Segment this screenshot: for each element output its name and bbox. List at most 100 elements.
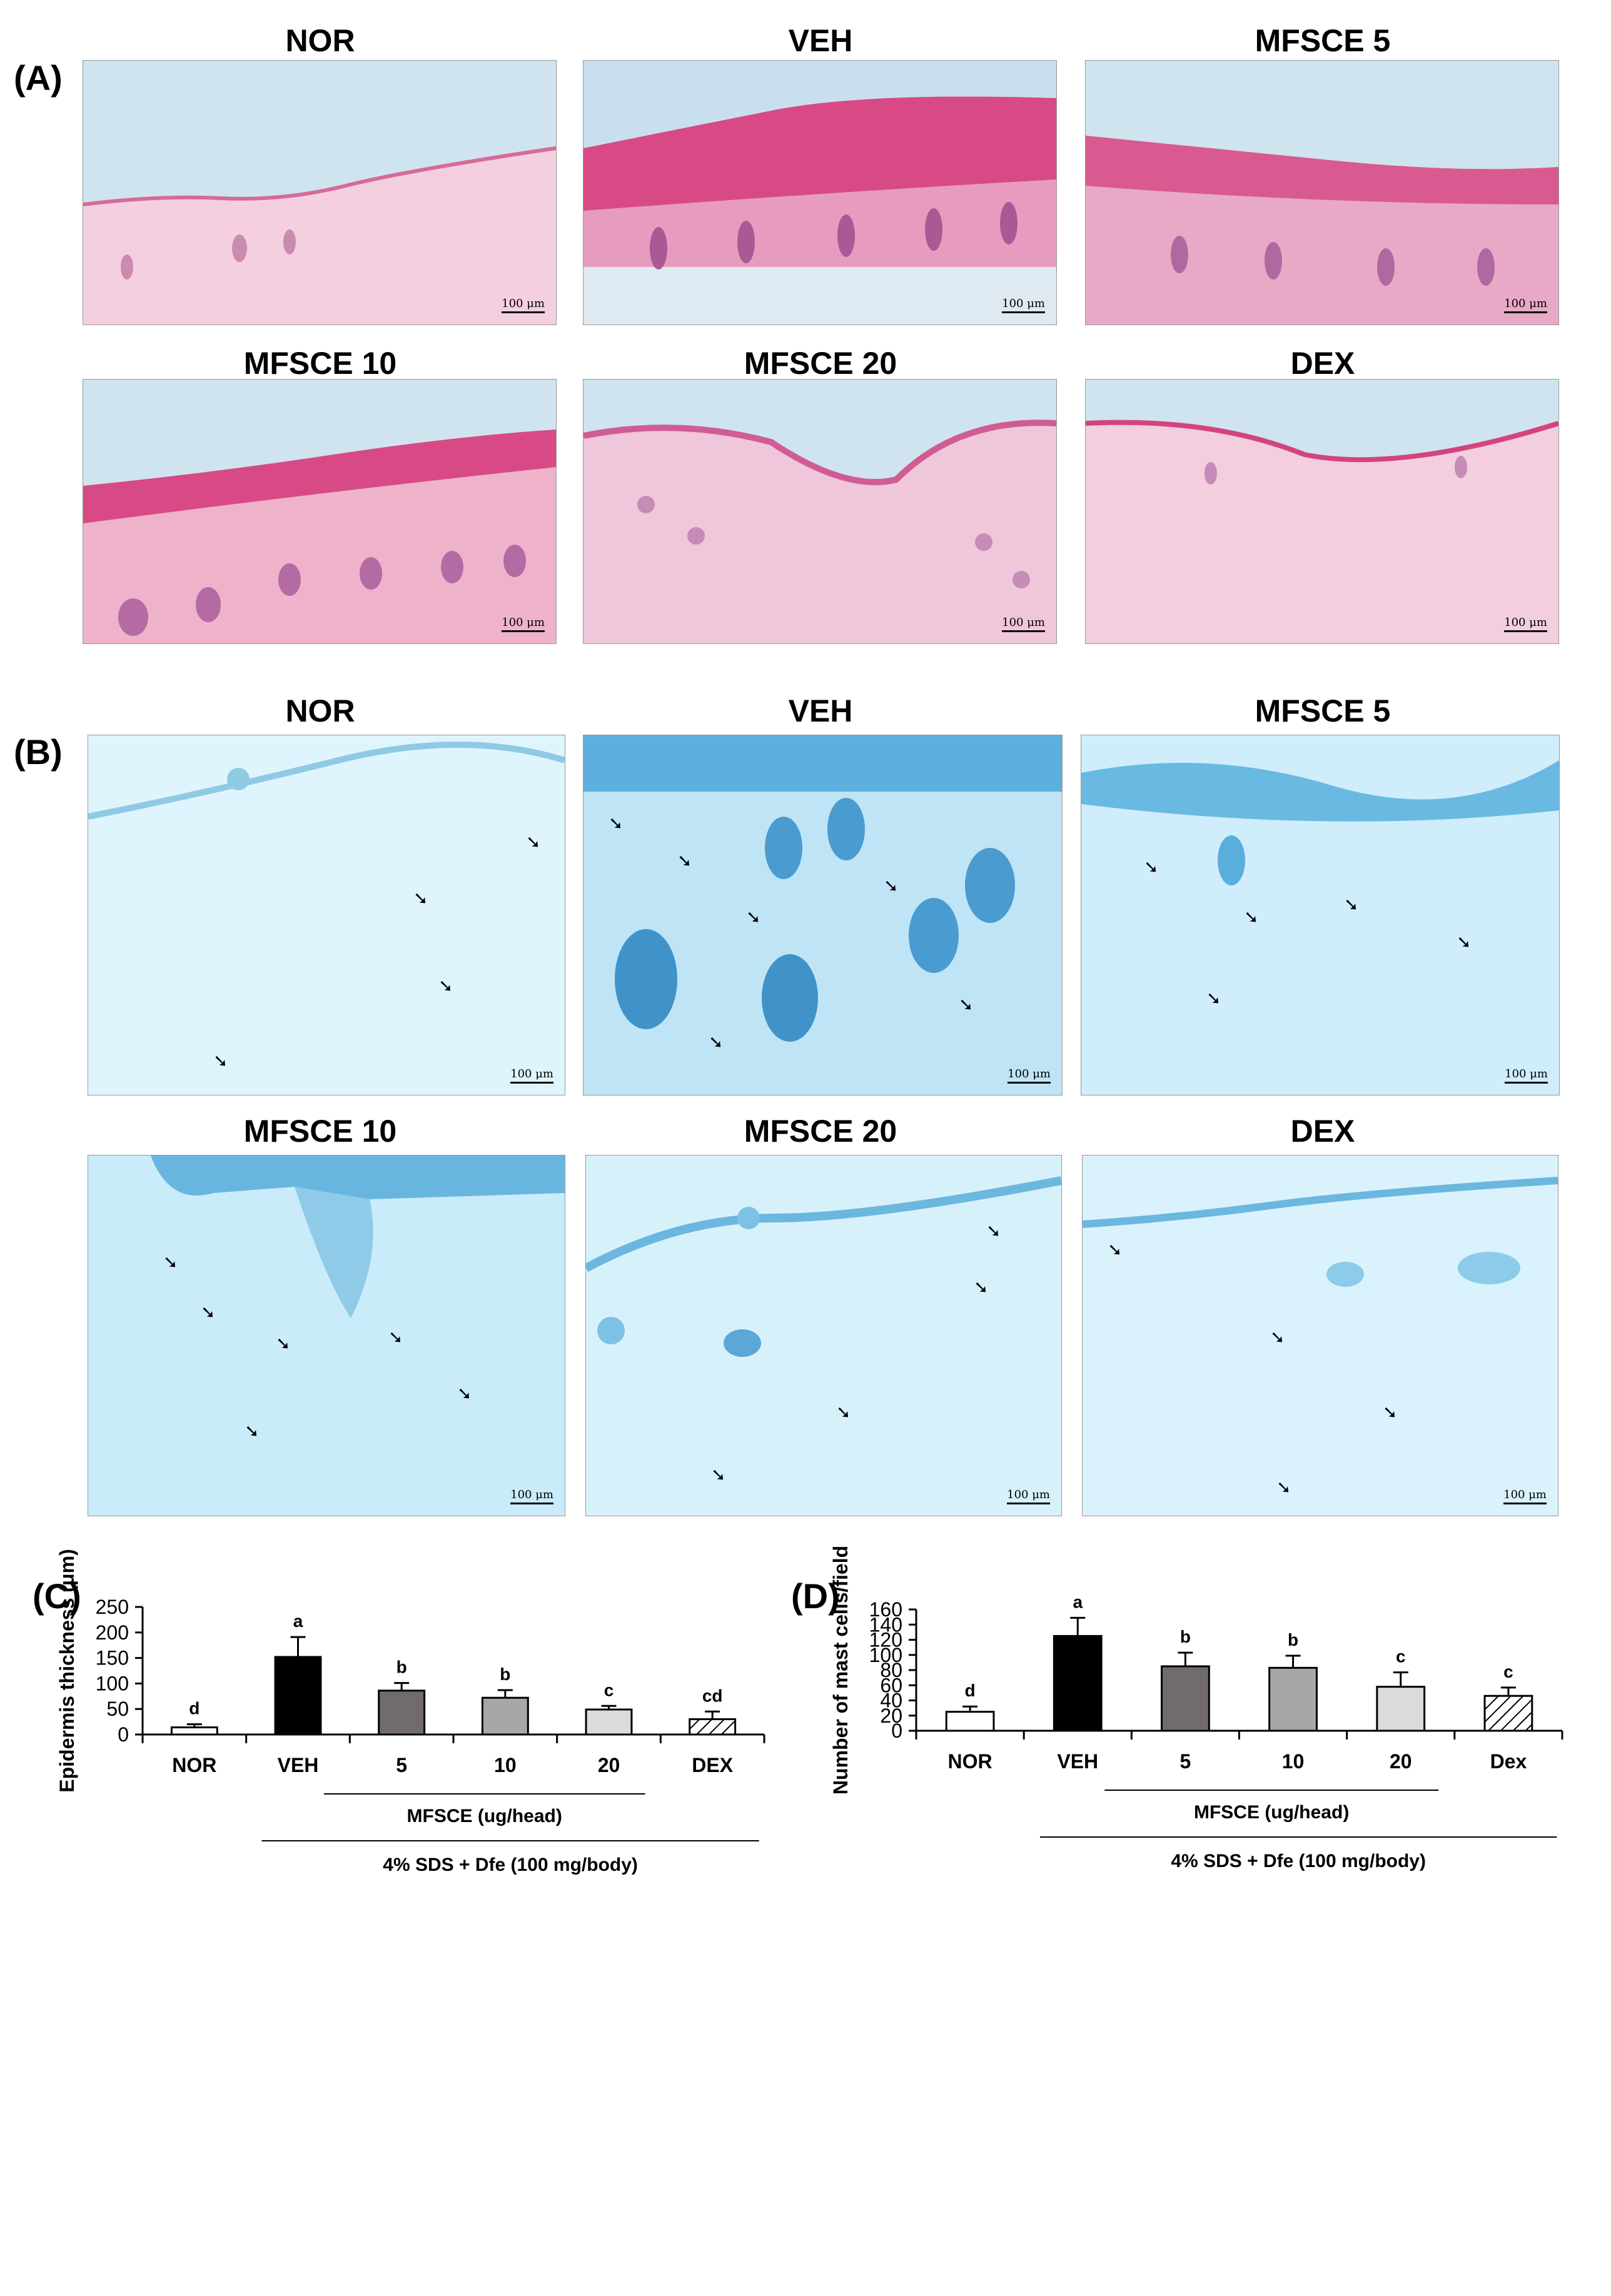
svg-text:➘: ➘ xyxy=(201,1302,215,1322)
scale-bar: 100 μm xyxy=(1504,616,1547,632)
svg-text:➘: ➘ xyxy=(388,1327,403,1347)
bar xyxy=(1053,1634,1103,1732)
treatment-label: 4% SDS + Dfe (100 mg/body) xyxy=(383,1855,638,1875)
significance-letter: d xyxy=(189,1699,199,1718)
svg-text:➘: ➘ xyxy=(986,1221,1001,1241)
tb-micrograph-nor: ➘ ➘ ➘ ➘ 100 μm xyxy=(88,735,565,1095)
bar xyxy=(1376,1686,1426,1732)
y-axis-label: Epidermis thickness (μm) xyxy=(56,1549,78,1792)
svg-text:➘: ➘ xyxy=(526,832,540,852)
y-tick-label: 0 xyxy=(118,1723,129,1746)
svg-text:➘: ➘ xyxy=(974,1277,988,1297)
svg-text:➘: ➘ xyxy=(711,1465,725,1484)
he-micrograph-mfsce10: 100 μm xyxy=(83,379,557,644)
micrograph-a-title: MFSCE 20 xyxy=(744,346,897,381)
he-micrograph-nor: 100 μm xyxy=(83,60,557,325)
significance-letter: c xyxy=(1396,1647,1406,1666)
he-micrograph-mfsce5: 100 μm xyxy=(1085,60,1559,325)
bar xyxy=(945,1711,995,1732)
svg-text:➘: ➘ xyxy=(959,995,973,1014)
svg-text:➘: ➘ xyxy=(1206,989,1221,1008)
svg-text:➘: ➘ xyxy=(677,851,692,870)
y-tick-label: 140 xyxy=(869,1613,902,1636)
svg-text:➘: ➘ xyxy=(457,1384,472,1403)
bar xyxy=(1268,1666,1318,1732)
svg-text:➘: ➘ xyxy=(1276,1478,1291,1497)
scale-bar: 100 μm xyxy=(502,616,545,632)
group-label: MFSCE (ug/head) xyxy=(1194,1802,1349,1823)
bar xyxy=(585,1708,633,1736)
category-label: 5 xyxy=(1180,1750,1191,1773)
y-tick-label: 100 xyxy=(869,1644,902,1666)
y-tick-label: 120 xyxy=(869,1629,902,1651)
scale-bar: 100 μm xyxy=(1002,616,1045,632)
svg-text:➘: ➘ xyxy=(413,889,428,908)
scale-bar: 100 μm xyxy=(1008,1067,1051,1084)
panel-label-d: (D) xyxy=(791,1576,840,1616)
tb-micrograph-veh: ➘ ➘ ➘ ➘ ➘ ➘ 100 μm xyxy=(583,735,1063,1095)
treatment-label: 4% SDS + Dfe (100 mg/body) xyxy=(1171,1851,1426,1871)
group-label: MFSCE (ug/head) xyxy=(407,1806,562,1826)
category-label: 20 xyxy=(598,1754,620,1776)
scale-bar: 100 μm xyxy=(1007,1488,1050,1504)
panel-label-b: (B) xyxy=(14,732,63,772)
he-micrograph-dex: 100 μm xyxy=(1085,379,1559,644)
bar xyxy=(274,1656,322,1736)
svg-text:➘: ➘ xyxy=(245,1421,259,1441)
bar xyxy=(1483,1694,1533,1732)
svg-text:➘: ➘ xyxy=(836,1402,851,1422)
category-label: NOR xyxy=(172,1754,216,1776)
category-label: 10 xyxy=(494,1754,517,1776)
significance-letter: b xyxy=(500,1664,510,1684)
significance-letter: b xyxy=(1288,1630,1298,1649)
category-label: NOR xyxy=(948,1750,992,1773)
y-tick-label: 80 xyxy=(880,1659,902,1681)
y-tick-label: 20 xyxy=(880,1704,902,1727)
svg-text:➘: ➘ xyxy=(746,907,760,927)
micrograph-a-title: MFSCE 10 xyxy=(243,346,397,381)
micrograph-b-title: DEX xyxy=(1290,1114,1355,1149)
bar xyxy=(378,1689,426,1736)
y-axis-label: Number of mast cells/field xyxy=(829,1546,852,1795)
micrograph-a-title: NOR xyxy=(285,23,355,58)
tb-micrograph-mfsce5: ➘ ➘ ➘ ➘ ➘ 100 μm xyxy=(1081,735,1560,1095)
micrograph-b-title: VEH xyxy=(788,693,853,728)
y-tick-label: 0 xyxy=(891,1719,902,1742)
significance-letter: a xyxy=(1073,1592,1083,1611)
svg-text:➘: ➘ xyxy=(1383,1402,1397,1422)
svg-text:➘: ➘ xyxy=(276,1334,290,1353)
scale-bar: 100 μm xyxy=(1503,1488,1547,1504)
svg-text:➘: ➘ xyxy=(1108,1240,1122,1259)
svg-text:➘: ➘ xyxy=(1244,907,1258,927)
significance-letter: c xyxy=(1503,1662,1513,1681)
micrograph-b-title: MFSCE 20 xyxy=(744,1114,897,1149)
tb-micrograph-mfsce10: ➘ ➘ ➘ ➘ ➘ ➘ 100 μm xyxy=(88,1155,565,1516)
scale-bar: 100 μm xyxy=(1504,297,1547,313)
tb-micrograph-mfsce20: ➘ ➘ ➘ ➘ 100 μm xyxy=(585,1155,1062,1516)
scale-bar: 100 μm xyxy=(510,1488,553,1504)
svg-text:➘: ➘ xyxy=(213,1051,228,1070)
micrograph-b-title: NOR xyxy=(285,693,355,728)
svg-text:➘: ➘ xyxy=(163,1252,178,1272)
svg-text:➘: ➘ xyxy=(1144,857,1158,877)
significance-letter: c xyxy=(604,1680,614,1699)
y-tick-label: 60 xyxy=(880,1674,902,1696)
micrograph-a-title: DEX xyxy=(1290,346,1355,381)
y-tick-label: 160 xyxy=(869,1598,902,1621)
micrograph-b-title: MFSCE 10 xyxy=(243,1114,397,1149)
y-tick-label: 50 xyxy=(106,1698,129,1720)
scale-bar: 100 μm xyxy=(1505,1067,1548,1084)
svg-text:➘: ➘ xyxy=(438,976,453,995)
panel-label-a: (A) xyxy=(14,58,63,98)
category-label: DEX xyxy=(692,1754,733,1776)
y-tick-label: 150 xyxy=(96,1647,129,1669)
significance-letter: d xyxy=(965,1681,976,1700)
y-tick-label: 200 xyxy=(96,1621,129,1644)
bar xyxy=(481,1696,529,1736)
he-micrograph-veh: 100 μm xyxy=(583,60,1057,325)
svg-text:➘: ➘ xyxy=(609,813,623,833)
category-label: VEH xyxy=(278,1754,319,1776)
scale-bar: 100 μm xyxy=(510,1067,553,1084)
micrograph-b-title: MFSCE 5 xyxy=(1255,693,1391,728)
